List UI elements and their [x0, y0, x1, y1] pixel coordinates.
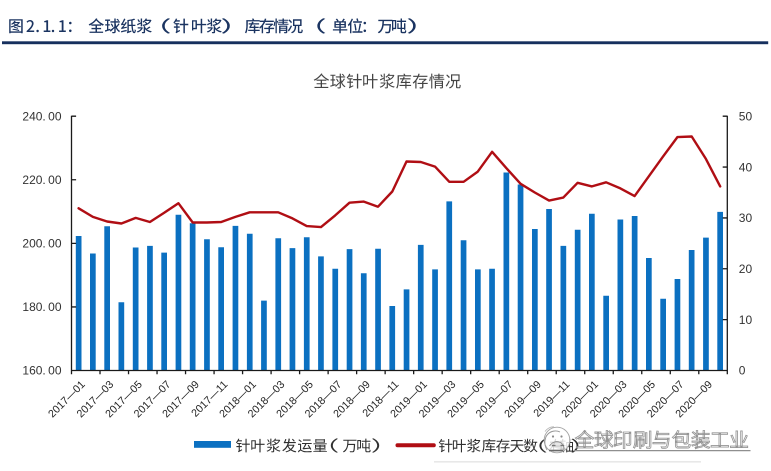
svg-text:10: 10: [739, 313, 753, 327]
svg-text:200. 00: 200. 00: [22, 237, 61, 251]
svg-text:180. 00: 180. 00: [22, 300, 61, 314]
svg-text:160. 00: 160. 00: [22, 364, 61, 378]
svg-text:0: 0: [739, 364, 746, 378]
svg-text:240. 00: 240. 00: [22, 109, 61, 123]
svg-text:50: 50: [739, 109, 753, 123]
svg-text:220. 00: 220. 00: [22, 173, 61, 187]
svg-text:30: 30: [739, 211, 753, 225]
svg-text:20: 20: [739, 262, 753, 276]
svg-text:40: 40: [739, 160, 753, 174]
